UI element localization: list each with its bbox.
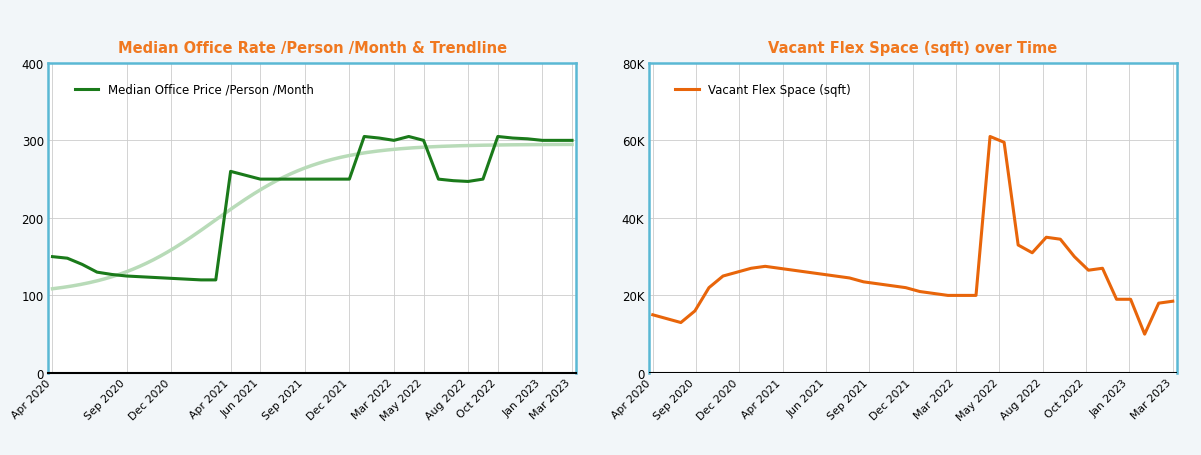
Legend: Vacant Flex Space (sqft): Vacant Flex Space (sqft) xyxy=(670,79,855,101)
Title: Median Office Rate /Person /Month & Trendline: Median Office Rate /Person /Month & Tren… xyxy=(118,40,507,56)
Title: Vacant Flex Space (sqft) over Time: Vacant Flex Space (sqft) over Time xyxy=(769,40,1057,56)
Legend: Median Office Price /Person /Month: Median Office Price /Person /Month xyxy=(70,79,318,101)
